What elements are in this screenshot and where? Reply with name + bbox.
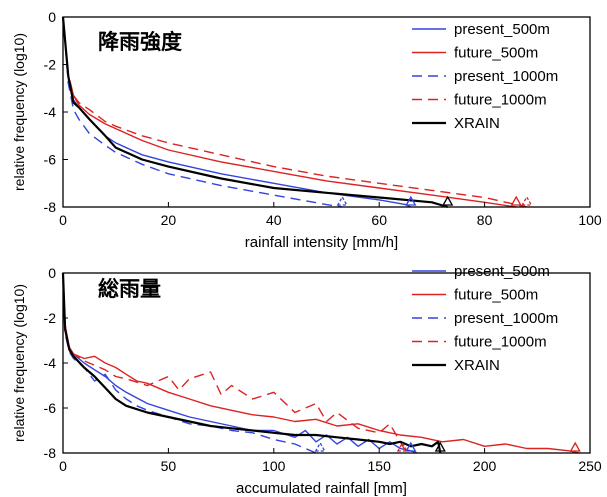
chart1-x-axis-label: accumulated rainfall [mm] bbox=[236, 480, 407, 497]
chart0-panel: 0 20 40 60 80 100 0 -2 -4 -6 -8 rainfall intensity … bbox=[11, 9, 602, 251]
chart0-x-axis-label: rainfall intensity [mm/h] bbox=[245, 234, 398, 251]
chart1-series-line-1 bbox=[62, 272, 580, 454]
chart0-legend-label-2: present_1000m bbox=[454, 68, 558, 85]
chart1-xtick-label-3: 150 bbox=[368, 458, 392, 474]
chart1-ytick-label-4: -8 bbox=[44, 445, 57, 461]
chart0-legend-label-3: future_1000m bbox=[454, 92, 547, 109]
chart0-ytick-label-0: 0 bbox=[48, 9, 56, 25]
chart1-series-line-2 bbox=[62, 272, 317, 454]
chart0-xtick-label-3: 60 bbox=[371, 212, 387, 228]
chart1-max-marker-2 bbox=[314, 441, 326, 452]
chart1-xtick-label-1: 50 bbox=[161, 458, 177, 474]
chart1-legend-label-2: present_1000m bbox=[454, 310, 558, 327]
chart0-xtick-label-4: 80 bbox=[477, 212, 493, 228]
chart0-series-line-3 bbox=[62, 16, 527, 208]
chart1-max-marker-0 bbox=[405, 441, 417, 452]
chart1-max-marker-1 bbox=[569, 441, 581, 452]
chart0-ytick-label-4: -8 bbox=[44, 199, 57, 215]
chart1-series-line-3 bbox=[62, 272, 408, 454]
chart1-panel: 0 50 100 150 200 250 0 -2 -4 -6 -8 accumulated rain… bbox=[11, 263, 602, 497]
chart0-series-line-1 bbox=[62, 16, 517, 208]
chart0-legend-label-0: present_500m bbox=[454, 21, 550, 38]
chart1-panel-title: 総雨量 bbox=[98, 277, 161, 301]
chart1-xtick-label-0: 0 bbox=[59, 458, 67, 474]
chart0-legend-label-1: future_500m bbox=[454, 45, 538, 62]
chart1-ytick-label-2: -4 bbox=[44, 355, 57, 371]
chart1-xtick-label-4: 200 bbox=[473, 458, 497, 474]
chart0-max-marker-1 bbox=[510, 195, 522, 206]
chart0-xtick-label-2: 40 bbox=[266, 212, 282, 228]
chart1-legend-label-1: future_500m bbox=[454, 287, 538, 304]
chart0-max-marker-0 bbox=[405, 195, 417, 206]
chart0-series-line-0 bbox=[62, 16, 412, 208]
chart1-ytick-label-0: 0 bbox=[48, 265, 56, 281]
chart0-ytick-label-2: -4 bbox=[44, 104, 57, 120]
chart1-legend-label-3: future_1000m bbox=[454, 334, 547, 351]
chart1-ytick-label-3: -6 bbox=[44, 400, 57, 416]
chart0-max-marker-3 bbox=[521, 195, 533, 206]
chart0-max-marker-4 bbox=[442, 195, 454, 206]
chart0-legend-label-4: XRAIN bbox=[454, 115, 500, 132]
chart1-xtick-label-2: 100 bbox=[262, 458, 286, 474]
chart0-panel-title: 降雨強度 bbox=[98, 30, 182, 54]
chart0-y-axis-label: relative frequency (log10) bbox=[11, 33, 27, 191]
chart1-legend-label-4: XRAIN bbox=[454, 357, 500, 374]
chart0-xtick-label-1: 20 bbox=[161, 212, 177, 228]
chart0-ytick-label-3: -6 bbox=[44, 152, 57, 168]
chart0-max-marker-2 bbox=[336, 195, 348, 206]
chart1-max-marker-4 bbox=[434, 441, 446, 452]
chart0-ytick-label-1: -2 bbox=[44, 57, 57, 73]
chart1-legend-label-0: present_500m bbox=[454, 263, 550, 280]
chart1-series-line-4 bbox=[61, 272, 442, 454]
chart1-xtick-label-5: 250 bbox=[578, 458, 602, 474]
chart0-series-line-4 bbox=[61, 16, 449, 209]
chart0-xtick-label-5: 100 bbox=[578, 212, 602, 228]
chart0-xtick-label-0: 0 bbox=[59, 212, 67, 228]
chart1-ytick-label-1: -2 bbox=[44, 310, 57, 326]
chart1-max-marker-3 bbox=[396, 441, 409, 452]
chart1-y-axis-label: relative frequency (log10) bbox=[11, 284, 27, 442]
